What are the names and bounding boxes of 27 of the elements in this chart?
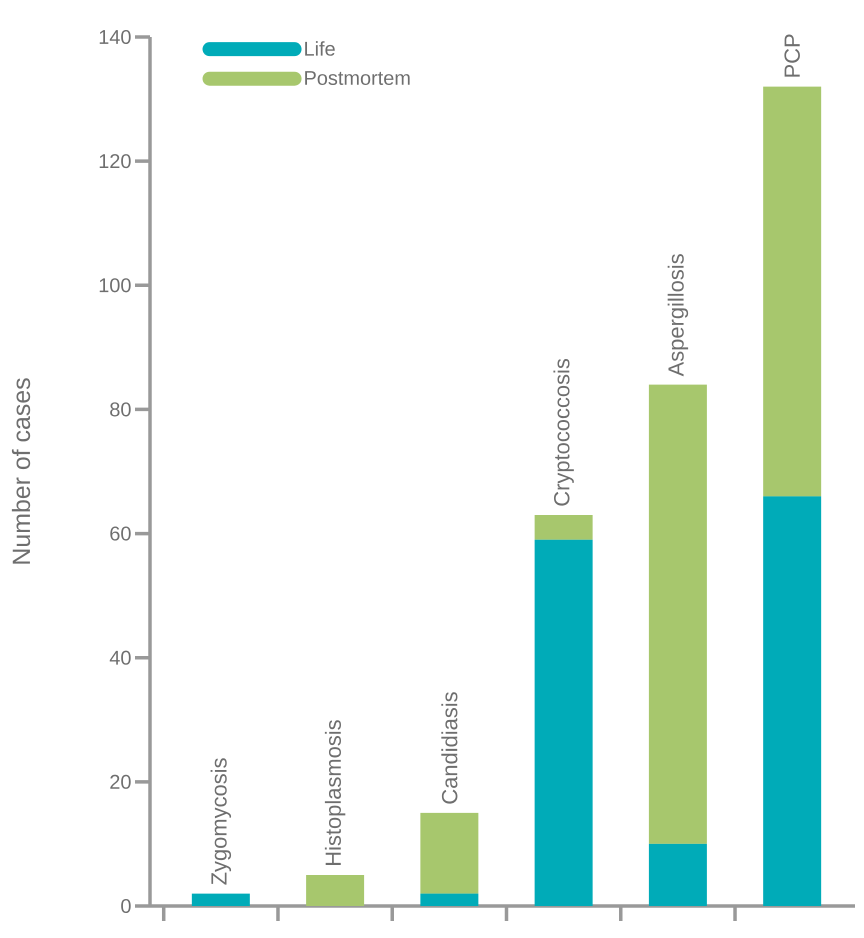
y-tick-label: 140 [100,30,131,44]
x-tick-label: Candidiasis [441,692,458,804]
x-tick-label: Histoplasmosis [324,720,346,865]
bar [534,514,593,540]
bar [420,812,478,894]
bar [534,540,593,906]
bar [306,874,364,906]
x-tick-label: Aspergillosis [668,254,688,376]
x-tick-label: Cryptococcosis [553,358,574,506]
y-tick-label: 60 [110,526,131,541]
y-tick-label: 120 [100,154,131,168]
bar [648,384,707,844]
legend-label: Postmortem [305,71,410,85]
y-tick-label: 80 [110,402,131,416]
bar [648,844,707,906]
y-axis-title: Number of cases [12,378,30,564]
y-tick-label: 100 [100,278,131,292]
legend-label: Life [305,41,335,56]
bar [192,894,250,906]
y-tick-label: 40 [110,650,131,665]
y-tick-label: 20 [110,774,131,789]
y-tick-label: 0 [121,898,131,914]
x-tick-label: PCP [784,34,800,77]
bar [420,894,478,906]
bar [763,86,822,496]
x-tick-label: Zygomycosis [210,758,232,885]
bar [763,496,822,906]
